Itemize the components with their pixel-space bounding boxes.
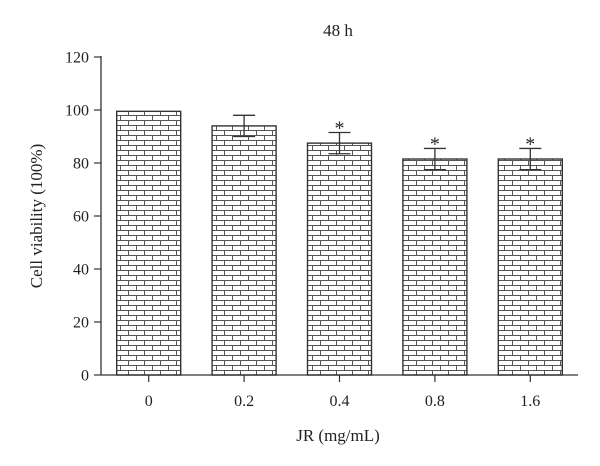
significance-marker: * [430, 133, 440, 155]
chart-title: 48 h [323, 21, 353, 40]
y-tick-label: 80 [73, 156, 89, 173]
x-tick-label: 0.8 [425, 393, 445, 410]
y-tick-label: 0 [81, 368, 89, 385]
bar [497, 158, 563, 376]
x-tick-label: 0.4 [330, 393, 350, 410]
y-tick-label: 40 [73, 262, 89, 279]
y-axis: 0 20 40 60 80 100 120 [65, 50, 102, 385]
bar [115, 110, 182, 376]
significance-marker: * [335, 118, 345, 140]
x-tick-label: 1.6 [520, 393, 540, 410]
x-axis: 0 0.2 0.4 0.8 1.6 [101, 374, 578, 410]
bar [402, 158, 468, 376]
x-axis-label: JR (mg/mL) [296, 426, 380, 445]
y-axis-label: Cell viability (100%) [27, 144, 46, 288]
significance-marker: * [525, 133, 535, 155]
y-tick-label: 60 [73, 209, 89, 226]
y-tick-label: 20 [73, 315, 89, 332]
bar [211, 125, 277, 376]
bar [306, 142, 373, 376]
y-tick-label: 100 [65, 103, 89, 120]
x-tick-label: 0 [145, 393, 153, 410]
x-tick-label: 0.2 [234, 393, 254, 410]
y-tick-label: 120 [65, 50, 89, 67]
bars: * * * [115, 110, 563, 376]
